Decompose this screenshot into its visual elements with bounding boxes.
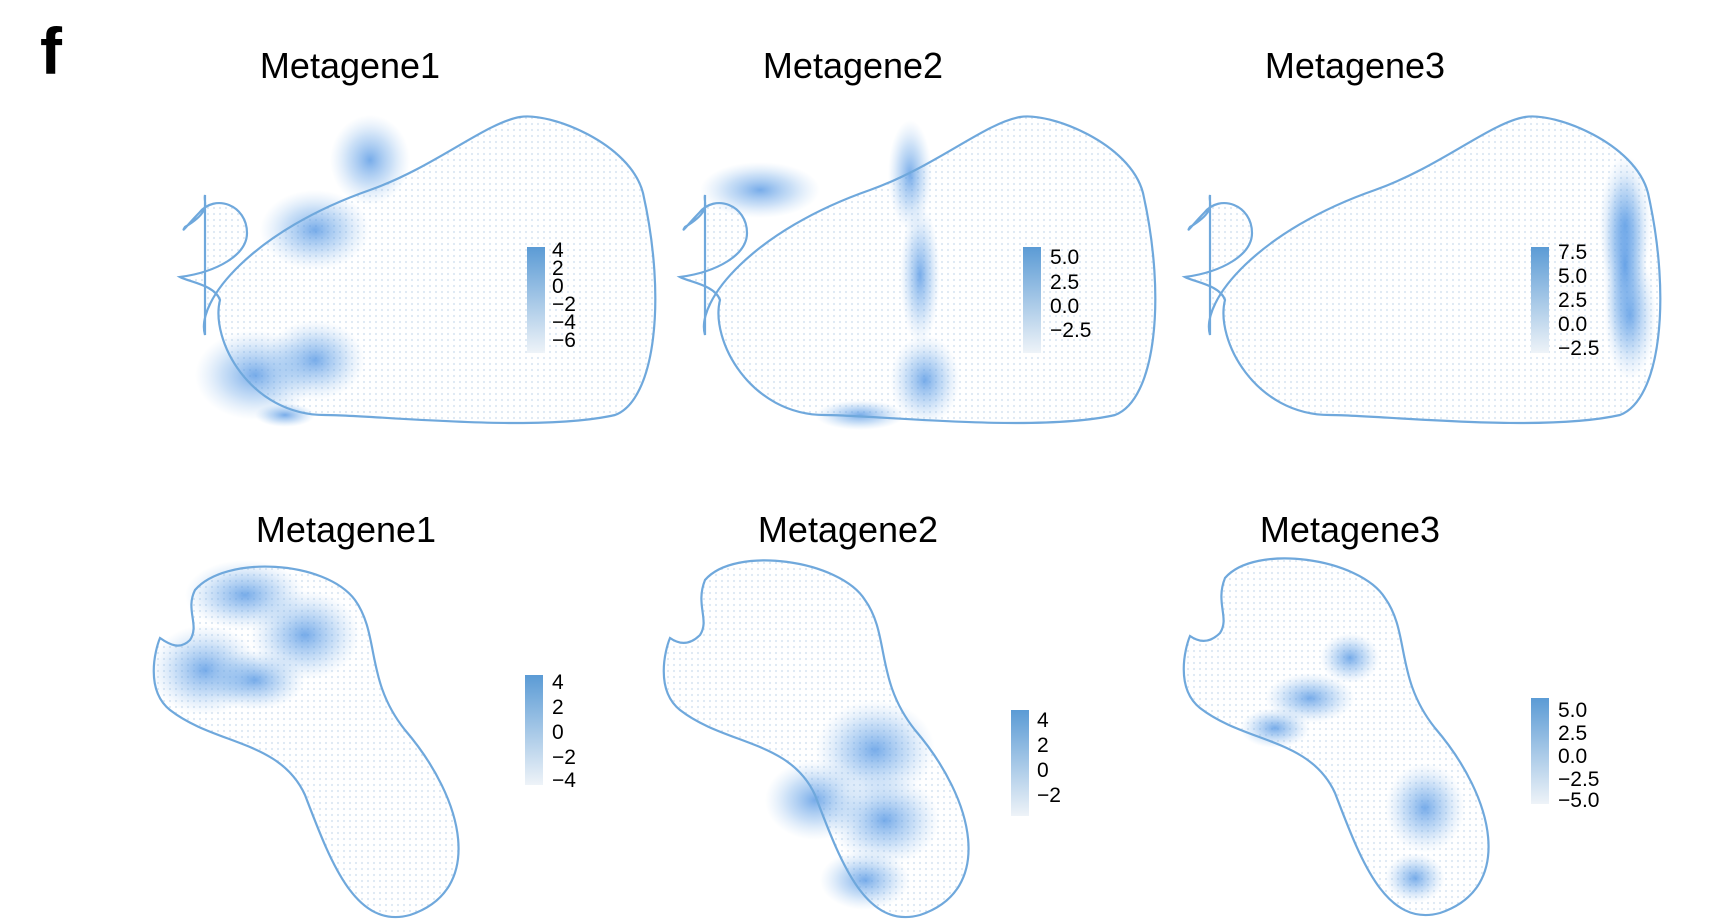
tissue-outline-bottom-3 [1182,557,1490,916]
tissue-outline-bottom-2 [662,559,970,918]
panel-title-top-1: Metagene1 [259,45,441,86]
tick-label: −2.5 [1558,768,1600,791]
tissue-map-top-1 [180,115,656,427]
panel-title-top-3: Metagene3 [1264,45,1446,86]
tick-label: 2 [552,257,564,280]
tick-label: −2 [552,293,576,316]
tick-label: −2.5 [1050,319,1092,342]
tick-label: −4 [552,769,576,792]
tick-label: 4 [1037,709,1049,732]
panel-label: f [40,14,62,88]
tick-label: 5.0 [1050,246,1080,269]
panel-title-bottom-3: Metagene3 [1259,509,1441,550]
colorbar-top-3 [1531,247,1549,353]
tick-label: 0 [1037,759,1049,782]
panel-title-top-2: Metagene2 [762,45,944,86]
tick-label: 2.5 [1558,722,1588,745]
tick-label: 0 [552,721,564,744]
tick-label: 7.5 [1558,241,1588,264]
tick-label: 2.5 [1558,289,1588,312]
tick-label: −6 [552,329,576,352]
tissue-map-top-3 [1185,116,1661,423]
colorbar-bottom-2 [1011,710,1029,816]
colorbar-bottom-1 [525,675,543,785]
tick-label: 4 [552,671,564,694]
tick-label: 0.0 [1558,313,1588,336]
tissue-map-bottom-2 [663,560,969,918]
tissue-map-top-2 [680,116,1156,430]
colorbar-bottom-3 [1531,698,1549,804]
tick-label: −2.5 [1558,337,1600,360]
panel-title-bottom-1: Metagene1 [255,509,437,550]
tissue-outline-bottom-1 [152,565,460,918]
tick-label: 5.0 [1558,265,1588,288]
tick-label: 4 [552,239,564,262]
panel-title-bottom-2: Metagene2 [757,509,939,550]
tick-label: 0 [552,275,564,298]
tick-label: −4 [552,311,576,334]
tissue-map-bottom-3 [1183,558,1489,916]
tick-label: −2 [552,746,576,769]
tick-label: −2 [1037,784,1061,807]
tick-label: 0.0 [1558,745,1588,768]
tick-label: 0.0 [1050,295,1080,318]
tick-label: 5.0 [1558,699,1588,722]
tick-label: 2 [1037,734,1049,757]
tick-label: −5.0 [1558,789,1600,812]
tick-label: 2.5 [1050,271,1080,294]
colorbar-top-2 [1023,247,1041,353]
colorbar-top-1 [527,247,545,353]
tick-label: 2 [552,696,564,719]
tissue-map-bottom-1 [150,560,459,918]
